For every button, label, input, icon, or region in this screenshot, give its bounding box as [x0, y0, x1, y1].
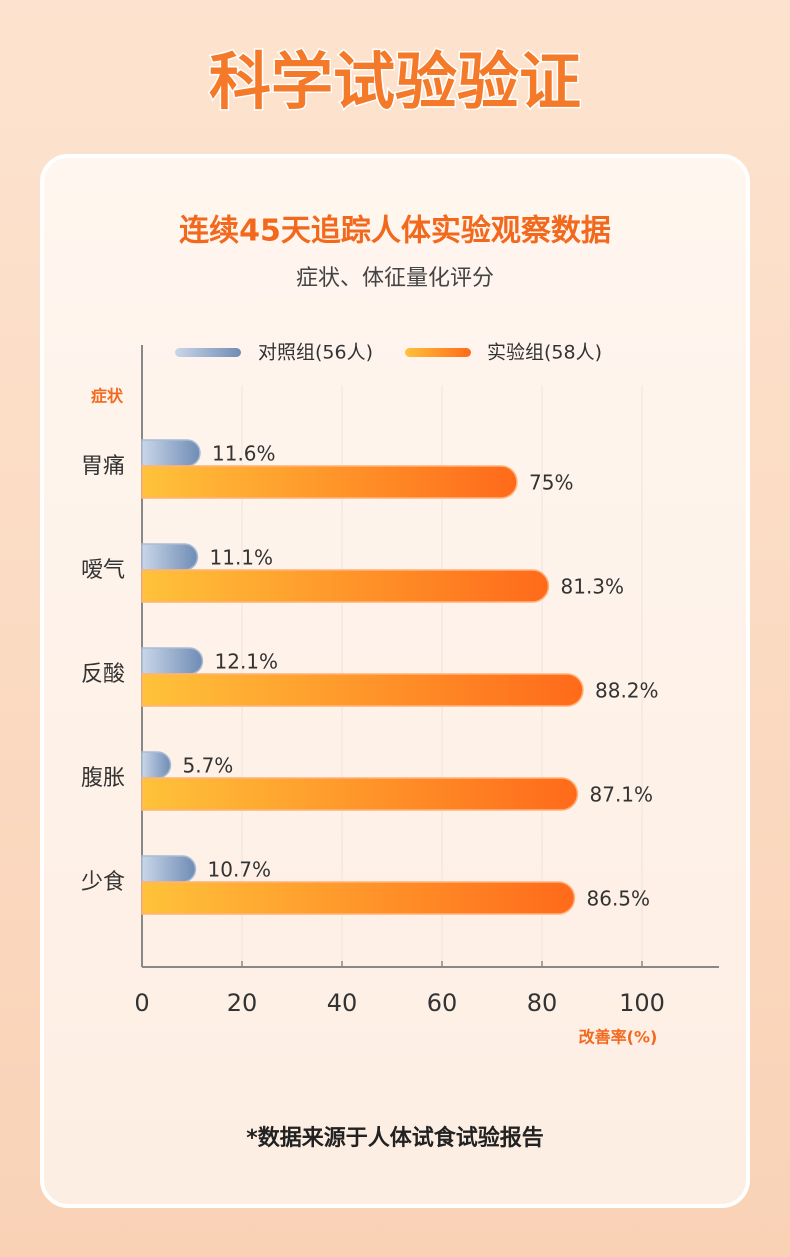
- category-label: 反酸: [81, 662, 125, 687]
- bar: [141, 647, 204, 675]
- legend-label: 实验组(58人): [487, 342, 602, 364]
- value-label: 10.7%: [208, 858, 272, 882]
- bar: [141, 465, 518, 499]
- value-label: 87.1%: [590, 783, 654, 807]
- value-label: 11.6%: [212, 442, 276, 466]
- footer-note: *数据来源于人体试食试验报告: [246, 1125, 544, 1151]
- legend-swatch: [175, 348, 241, 357]
- x-tick-label: 20: [227, 989, 258, 1017]
- y-axis-label: 症状: [91, 387, 124, 406]
- bar: [141, 439, 201, 467]
- category-label: 胃痛: [81, 454, 125, 479]
- x-tick-label: 100: [619, 989, 665, 1017]
- legend-label: 对照组(56人): [258, 342, 373, 364]
- x-tick-label: 0: [134, 989, 149, 1017]
- value-label: 88.2%: [595, 679, 659, 703]
- category-label: 腹胀: [81, 766, 125, 791]
- bar: [141, 569, 550, 603]
- x-axis-label: 改善率(%): [579, 1028, 658, 1047]
- bar: [141, 855, 197, 883]
- value-label: 5.7%: [183, 754, 234, 778]
- value-label: 11.1%: [210, 546, 274, 570]
- bar: [141, 777, 579, 811]
- value-label: 12.1%: [215, 650, 279, 674]
- chart-subtitle: 症状、体征量化评分: [296, 266, 494, 291]
- legend-swatch: [405, 348, 471, 357]
- category-label: 少食: [81, 870, 125, 895]
- page-title: 科学试验验证: [209, 45, 581, 118]
- chart-title: 连续45天追踪人体实验观察数据: [179, 214, 611, 249]
- x-tick-label: 80: [527, 989, 558, 1017]
- value-label: 86.5%: [587, 887, 651, 911]
- bar: [141, 543, 199, 571]
- x-tick-label: 40: [327, 989, 358, 1017]
- bar: [141, 751, 172, 779]
- category-label: 嗳气: [81, 558, 125, 583]
- bar: [141, 881, 576, 915]
- x-tick-label: 60: [427, 989, 458, 1017]
- value-label: 81.3%: [561, 575, 625, 599]
- value-label: 75%: [529, 471, 573, 495]
- bar: [141, 673, 584, 707]
